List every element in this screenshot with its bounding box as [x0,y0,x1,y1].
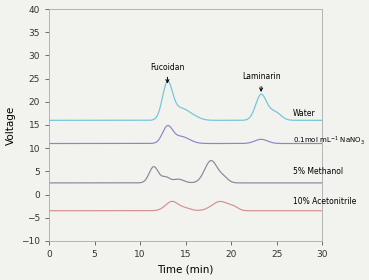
Text: Water: Water [293,109,316,118]
Text: 5% Methanol: 5% Methanol [293,167,343,176]
Text: 10% Acetonitrile: 10% Acetonitrile [293,197,356,206]
Y-axis label: Voltage: Voltage [6,105,15,144]
Text: Fucoidan: Fucoidan [150,63,184,83]
Text: Laminarin: Laminarin [242,72,280,91]
X-axis label: Time (min): Time (min) [158,264,214,274]
Text: 0.1mol mL$^{-1}$ NaNO$_3$: 0.1mol mL$^{-1}$ NaNO$_3$ [293,135,365,148]
